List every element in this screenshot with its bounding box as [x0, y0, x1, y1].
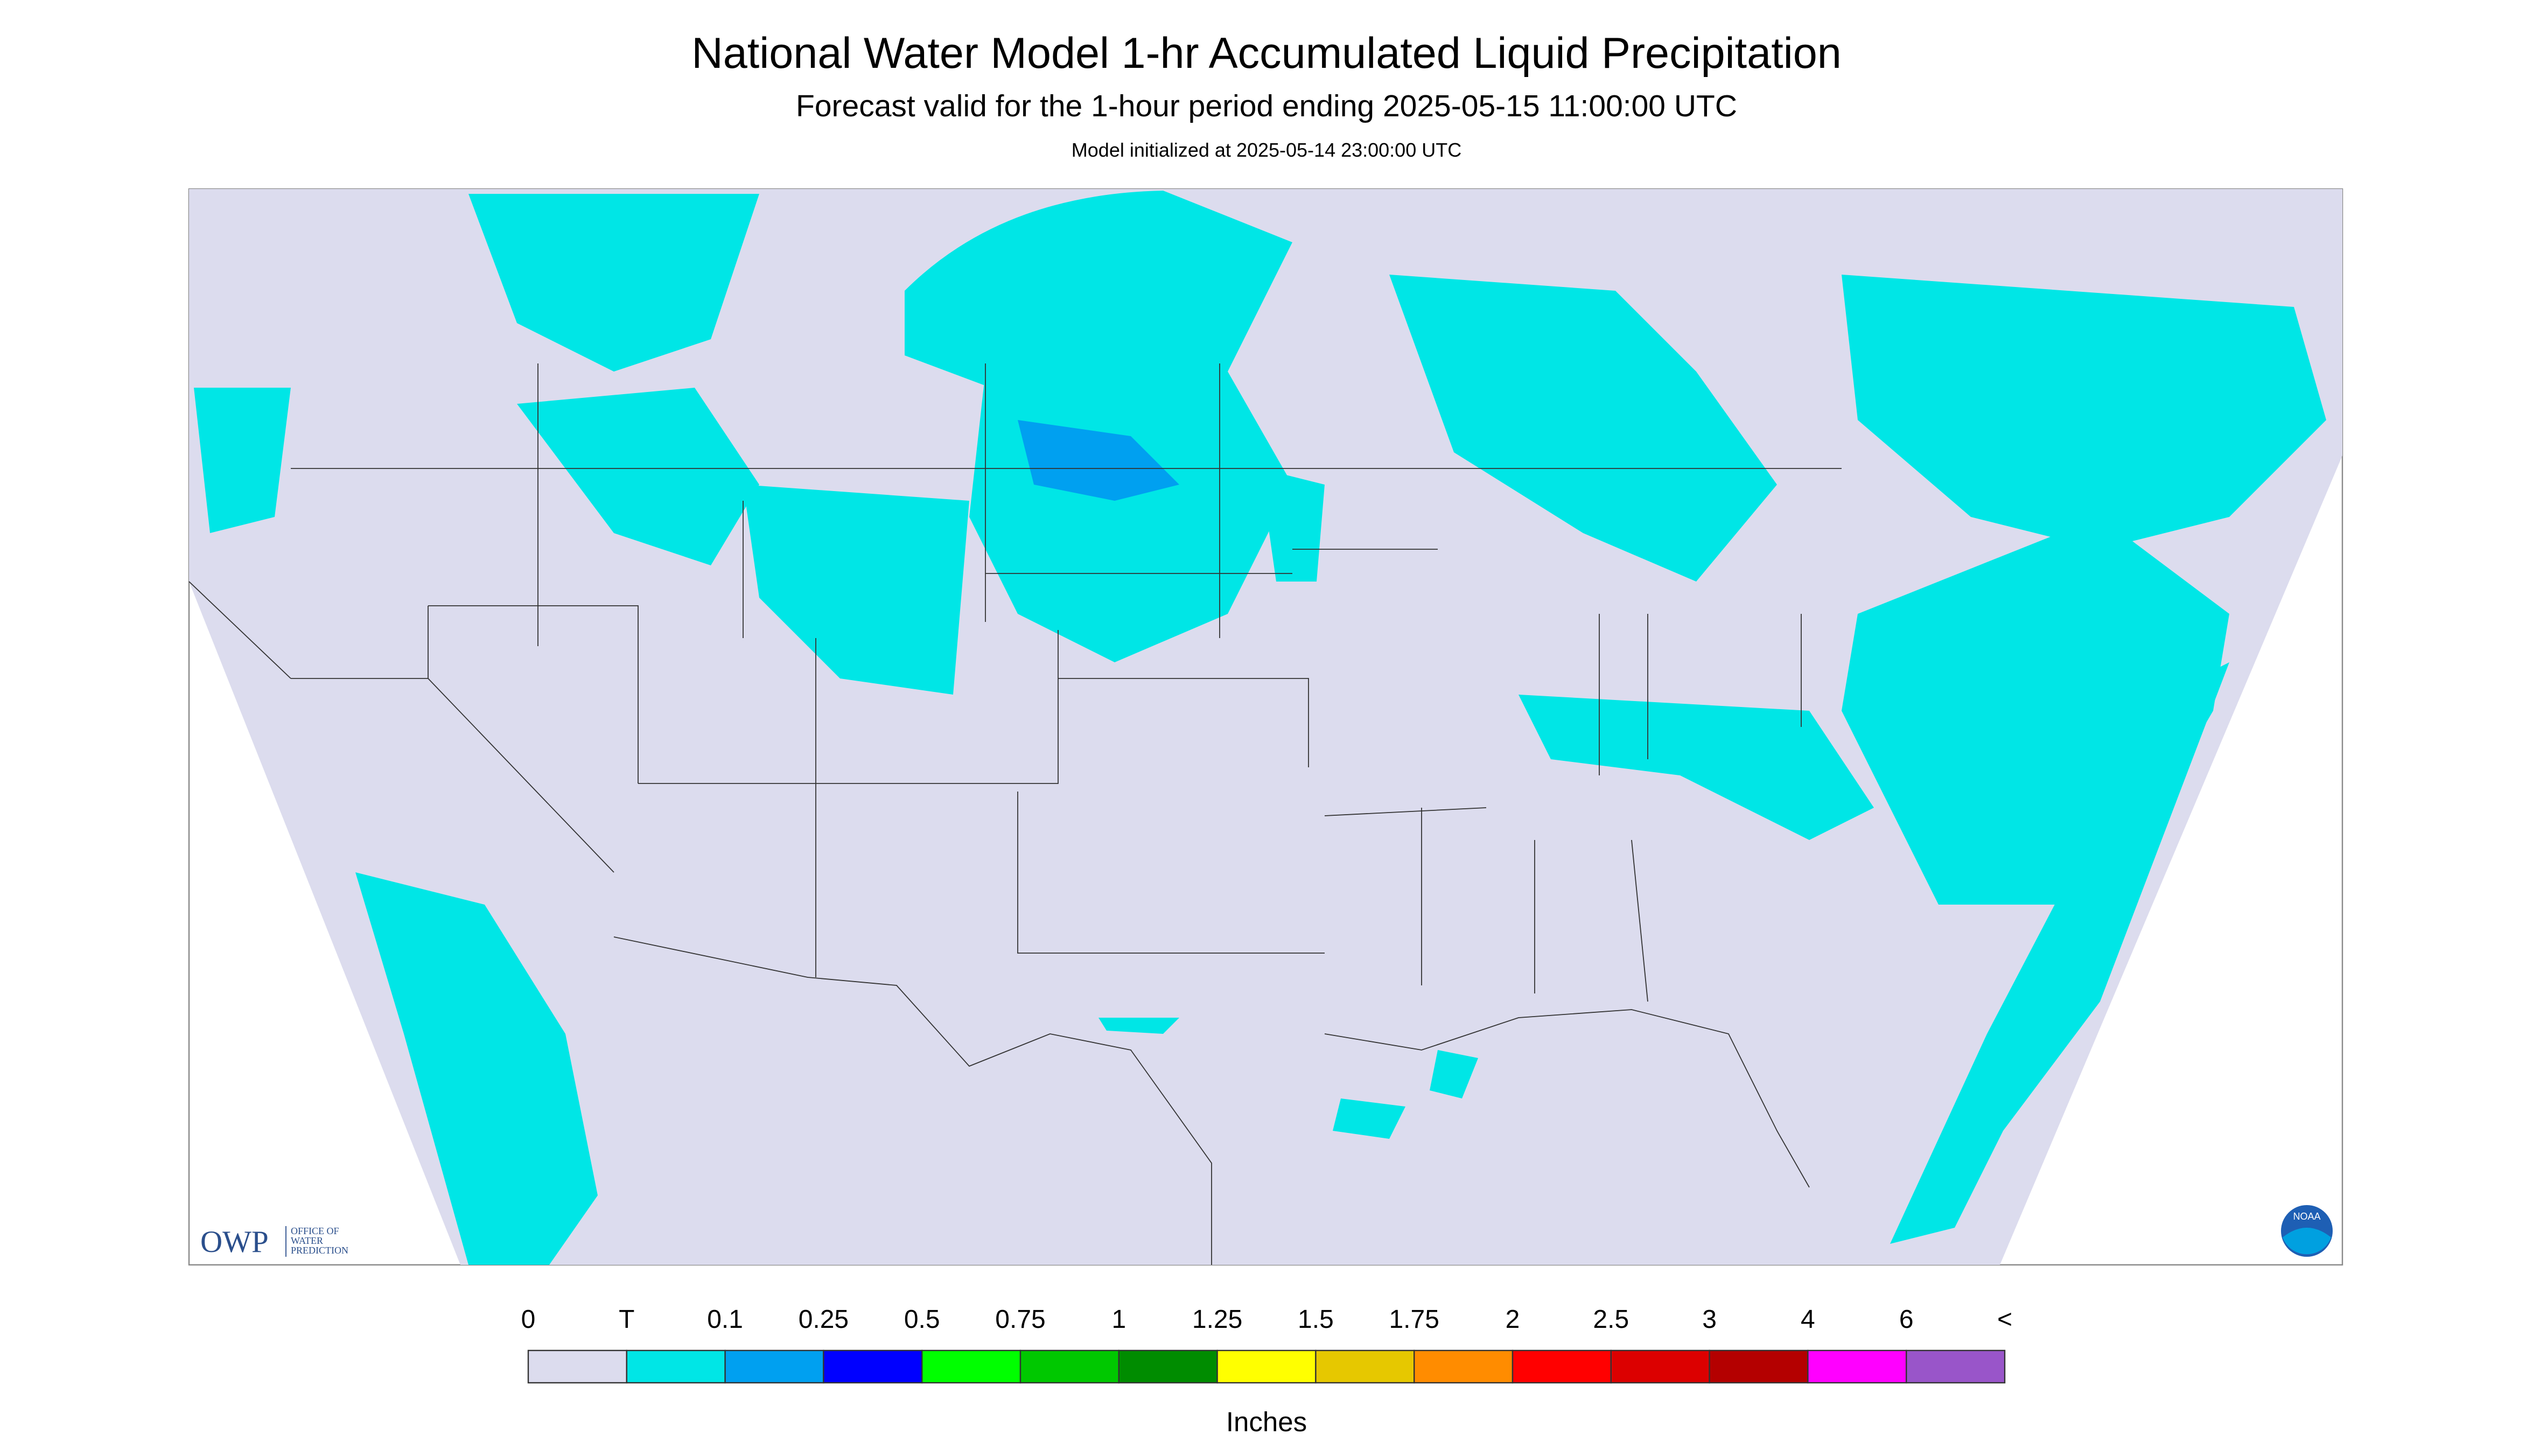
title: National Water Model 1-hr Accumulated Li…	[691, 29, 1842, 78]
legend: 0 T 0.1 0.25 0.5 0.75 1 1.25 1.5 1.75 2 2.5 3 4 6 <	[521, 1305, 2012, 1384]
legend-swatch	[1512, 1349, 1612, 1384]
legend-swatch	[1118, 1349, 1218, 1384]
noaa-logo-text: NOAA	[2293, 1211, 2320, 1222]
legend-swatch	[527, 1349, 628, 1384]
legend-label: 0.75	[995, 1305, 1045, 1334]
legend-swatch	[823, 1349, 923, 1384]
legend-swatch	[1709, 1349, 1809, 1384]
legend-label: 2.5	[1593, 1305, 1629, 1334]
legend-swatch	[626, 1349, 726, 1384]
legend-label: 0	[521, 1305, 536, 1334]
legend-label: 0.5	[904, 1305, 940, 1334]
noaa-logo: NOAA	[2281, 1205, 2333, 1257]
legend-swatch	[1216, 1349, 1317, 1384]
legend-swatch	[1019, 1349, 1120, 1384]
subtitle: Forecast valid for the 1-hour period end…	[796, 89, 1737, 123]
legend-label: 1.75	[1389, 1305, 1439, 1334]
legend-swatch	[1807, 1349, 1907, 1384]
init-note: Model initialized at 2025-05-14 23:00:00…	[1072, 139, 1461, 161]
borders	[188, 363, 1842, 1265]
legend-label: 1.25	[1192, 1305, 1242, 1334]
legend-label: 2	[1506, 1305, 1520, 1334]
legend-swatch	[1905, 1349, 2006, 1384]
legend-label: 1.5	[1298, 1305, 1334, 1334]
legend-swatch	[724, 1349, 824, 1384]
legend-label: <	[1997, 1305, 2012, 1334]
legend-label: 1	[1111, 1305, 1126, 1334]
legend-unit: Inches	[1226, 1406, 1307, 1437]
owp-logo: OWP OFFICE OF WATER PREDICTION	[200, 1225, 348, 1259]
legend-label: 6	[1899, 1305, 1914, 1334]
legend-swatch	[1414, 1349, 1514, 1384]
map: OWP OFFICE OF WATER PREDICTION NOAA	[188, 188, 2343, 1266]
legend-label: 4	[1801, 1305, 1815, 1334]
owp-logo-line: WATER	[291, 1235, 323, 1246]
legend-label: 0.1	[707, 1305, 743, 1334]
owp-logo-line: OFFICE OF	[291, 1226, 339, 1236]
precip-areas	[194, 191, 2326, 1265]
legend-swatch	[1610, 1349, 1710, 1384]
legend-swatch	[921, 1349, 1021, 1384]
owp-logo-line: PREDICTION	[291, 1245, 348, 1256]
legend-label: 3	[1702, 1305, 1717, 1334]
legend-label: T	[619, 1305, 634, 1334]
legend-swatch	[1315, 1349, 1415, 1384]
legend-label: 0.25	[799, 1305, 849, 1334]
owp-logo-text: OWP	[200, 1225, 269, 1259]
